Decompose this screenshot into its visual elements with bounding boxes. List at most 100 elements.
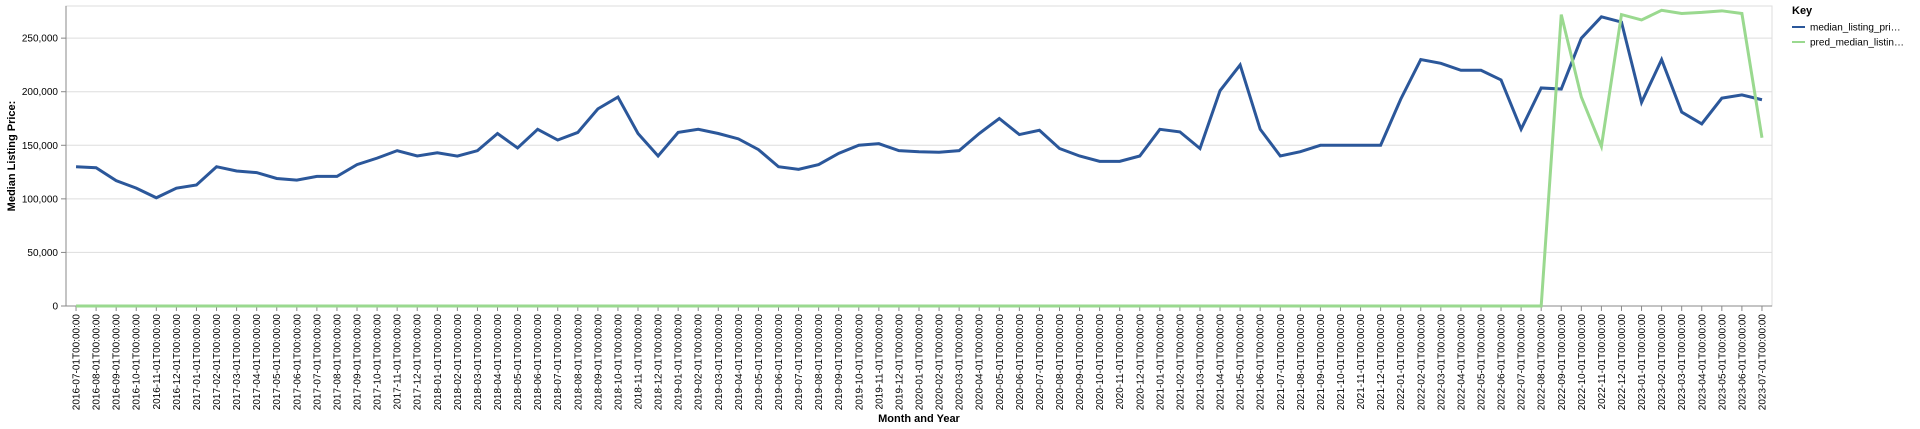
y-tick-label: 250,000 [22, 34, 59, 45]
x-tick-label: 2020-08-01T00:00:00 [1055, 314, 1066, 411]
x-tick-label: 2019-08-01T00:00:00 [814, 314, 825, 411]
x-tick-label: 2019-01-01T00:00:00 [674, 314, 685, 411]
x-tick-label: 2022-03-01T00:00:00 [1436, 314, 1447, 411]
x-tick-label: 2018-02-01T00:00:00 [453, 314, 464, 411]
x-tick-label: 2022-01-01T00:00:00 [1396, 314, 1407, 411]
x-tick-label: 2018-11-01T00:00:00 [634, 314, 645, 410]
x-tick-label: 2018-01-01T00:00:00 [433, 314, 444, 411]
x-tick-label: 2019-12-01T00:00:00 [894, 314, 905, 411]
x-tick-label: 2017-04-01T00:00:00 [252, 314, 263, 411]
x-tick-label: 2021-09-01T00:00:00 [1316, 314, 1327, 411]
x-tick-label: 2022-08-01T00:00:00 [1537, 314, 1548, 411]
x-tick-label: 2020-02-01T00:00:00 [935, 314, 946, 411]
x-tick-label: 2020-10-01T00:00:00 [1095, 314, 1106, 411]
x-tick-label: 2020-04-01T00:00:00 [975, 314, 986, 411]
x-tick-label: 2018-08-01T00:00:00 [573, 314, 584, 411]
x-tick-label: 2016-07-01T00:00:00 [72, 314, 83, 411]
x-tick-label: 2021-05-01T00:00:00 [1236, 314, 1247, 411]
x-tick-label: 2018-10-01T00:00:00 [613, 314, 624, 411]
y-tick-label: 50,000 [27, 248, 58, 259]
x-tick-label: 2022-10-01T00:00:00 [1577, 314, 1588, 411]
x-tick-label: 2020-07-01T00:00:00 [1035, 314, 1046, 411]
x-tick-label: 2023-05-01T00:00:00 [1717, 314, 1728, 411]
x-tick-label: 2022-12-01T00:00:00 [1617, 314, 1628, 411]
x-tick-label: 2017-10-01T00:00:00 [373, 314, 384, 411]
x-tick-label: 2017-05-01T00:00:00 [272, 314, 283, 411]
x-tick-label: 2019-04-01T00:00:00 [734, 314, 745, 411]
x-tick-label: 2022-07-01T00:00:00 [1517, 314, 1528, 411]
x-tick-label: 2021-07-01T00:00:00 [1276, 314, 1287, 411]
x-tick-label: 2017-07-01T00:00:00 [312, 314, 323, 411]
x-tick-label: 2021-11-01T00:00:00 [1356, 314, 1367, 410]
x-tick-label: 2023-04-01T00:00:00 [1697, 314, 1708, 411]
x-axis-title: Month and Year [878, 413, 960, 425]
x-tick-label: 2020-06-01T00:00:00 [1015, 314, 1026, 411]
x-tick-label: 2018-04-01T00:00:00 [493, 314, 504, 411]
x-tick-label: 2023-01-01T00:00:00 [1637, 314, 1648, 411]
x-tick-label: 2019-10-01T00:00:00 [854, 314, 865, 411]
x-tick-label: 2016-12-01T00:00:00 [172, 314, 183, 411]
x-tick-label: 2019-09-01T00:00:00 [834, 314, 845, 411]
x-tick-label: 2019-02-01T00:00:00 [694, 314, 705, 411]
x-tick-label: 2023-03-01T00:00:00 [1677, 314, 1688, 411]
x-tick-label: 2023-06-01T00:00:00 [1737, 314, 1748, 411]
x-tick-label: 2019-06-01T00:00:00 [774, 314, 785, 411]
y-tick-label: 0 [52, 302, 58, 313]
x-tick-label: 2020-12-01T00:00:00 [1135, 314, 1146, 411]
x-tick-label: 2021-01-01T00:00:00 [1155, 314, 1166, 411]
legend-label: pred_median_listin… [1810, 38, 1904, 49]
y-tick-label: 100,000 [22, 194, 59, 205]
x-tick-label: 2022-02-01T00:00:00 [1416, 314, 1427, 411]
legend-label: median_listing_pri… [1810, 23, 1901, 34]
x-tick-label: 2020-09-01T00:00:00 [1075, 314, 1086, 411]
legend-title: Key [1792, 5, 1813, 17]
y-tick-label: 200,000 [22, 87, 59, 98]
x-tick-label: 2021-08-01T00:00:00 [1296, 314, 1307, 411]
x-tick-label: 2022-05-01T00:00:00 [1476, 314, 1487, 411]
x-tick-label: 2020-11-01T00:00:00 [1115, 314, 1126, 410]
x-tick-label: 2017-03-01T00:00:00 [232, 314, 243, 411]
x-tick-label: 2021-12-01T00:00:00 [1376, 314, 1387, 411]
x-tick-label: 2017-08-01T00:00:00 [332, 314, 343, 411]
x-tick-label: 2018-12-01T00:00:00 [654, 314, 665, 411]
x-tick-label: 2022-11-01T00:00:00 [1597, 314, 1608, 410]
x-tick-label: 2017-09-01T00:00:00 [353, 314, 364, 411]
line [76, 8, 1764, 308]
x-tick-label: 2019-05-01T00:00:00 [754, 314, 765, 411]
x-tick-label: 2017-01-01T00:00:00 [192, 314, 203, 411]
x-tick-label: 2017-06-01T00:00:00 [292, 314, 303, 411]
x-tick-label: 2016-11-01T00:00:00 [152, 314, 163, 410]
x-tick-label: 2018-09-01T00:00:00 [593, 314, 604, 411]
x-tick-label: 2018-07-01T00:00:00 [553, 314, 564, 411]
x-tick-label: 2020-03-01T00:00:00 [955, 314, 966, 411]
x-tick-label: 2016-10-01T00:00:00 [132, 314, 143, 411]
x-tick-label: 2019-11-01T00:00:00 [874, 314, 885, 410]
x-tick-label: 2020-01-01T00:00:00 [915, 314, 926, 411]
x-tick-label: 2018-06-01T00:00:00 [533, 314, 544, 411]
x-tick-label: 2017-11-01T00:00:00 [393, 314, 404, 410]
line [75, 15, 1763, 200]
x-tick-label: 2016-08-01T00:00:00 [92, 314, 103, 411]
x-tick-label: 2021-03-01T00:00:00 [1195, 314, 1206, 411]
plot-frame [65, 5, 1773, 307]
x-tick-label: 2018-03-01T00:00:00 [473, 314, 484, 411]
x-tick-label: 2018-05-01T00:00:00 [513, 314, 524, 411]
x-tick-label: 2023-07-01T00:00:00 [1757, 314, 1768, 411]
y-tick-label: 150,000 [22, 141, 59, 152]
x-tick-label: 2021-02-01T00:00:00 [1175, 314, 1186, 411]
x-tick-label: 2016-09-01T00:00:00 [112, 314, 123, 411]
x-tick-label: 2017-12-01T00:00:00 [413, 314, 424, 411]
x-tick-label: 2019-03-01T00:00:00 [714, 314, 725, 411]
x-tick-label: 2021-06-01T00:00:00 [1256, 314, 1267, 411]
x-tick-label: 2017-02-01T00:00:00 [212, 314, 223, 411]
y-axis-title: Median Listing Price: [6, 101, 18, 212]
x-tick-label: 2021-04-01T00:00:00 [1216, 314, 1227, 411]
x-tick-label: 2021-10-01T00:00:00 [1336, 314, 1347, 411]
x-tick-label: 2022-06-01T00:00:00 [1497, 314, 1508, 411]
x-tick-label: 2022-04-01T00:00:00 [1456, 314, 1467, 411]
x-tick-label: 2020-05-01T00:00:00 [995, 314, 1006, 411]
x-tick-label: 2022-09-01T00:00:00 [1557, 314, 1568, 411]
x-tick-label: 2023-02-01T00:00:00 [1657, 314, 1668, 411]
x-tick-label: 2019-07-01T00:00:00 [794, 314, 805, 411]
